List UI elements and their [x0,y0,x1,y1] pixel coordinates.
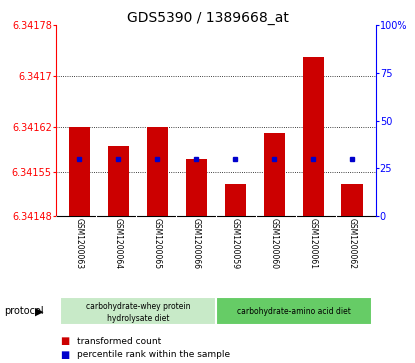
Text: GSM1200064: GSM1200064 [114,217,123,269]
Bar [186,159,207,216]
Bar [146,127,168,216]
Bar [216,297,372,325]
Text: GSM1200065: GSM1200065 [153,217,162,269]
Bar [264,134,285,216]
Text: GSM1200060: GSM1200060 [270,217,279,269]
Text: GSM1200066: GSM1200066 [192,217,201,269]
Text: ■: ■ [60,350,69,360]
Text: GSM1200061: GSM1200061 [309,217,318,269]
Bar [303,57,324,216]
Text: GDS5390 / 1389668_at: GDS5390 / 1389668_at [127,11,288,25]
Text: GSM1200062: GSM1200062 [348,217,357,269]
Bar [342,184,363,216]
Text: GSM1200063: GSM1200063 [75,217,84,269]
Text: protocol: protocol [4,306,44,316]
Bar [107,146,129,216]
Text: carbohydrate-whey protein: carbohydrate-whey protein [85,302,190,311]
Text: GSM1200059: GSM1200059 [231,217,240,269]
Text: transformed count: transformed count [77,337,161,346]
Text: carbohydrate-amino acid diet: carbohydrate-amino acid diet [237,307,351,316]
Bar [69,127,90,216]
Text: ■: ■ [60,336,69,346]
Bar [225,184,246,216]
Text: hydrolysate diet: hydrolysate diet [107,314,169,323]
Bar [60,297,216,325]
Text: percentile rank within the sample: percentile rank within the sample [77,350,230,359]
Text: ▶: ▶ [35,306,44,316]
